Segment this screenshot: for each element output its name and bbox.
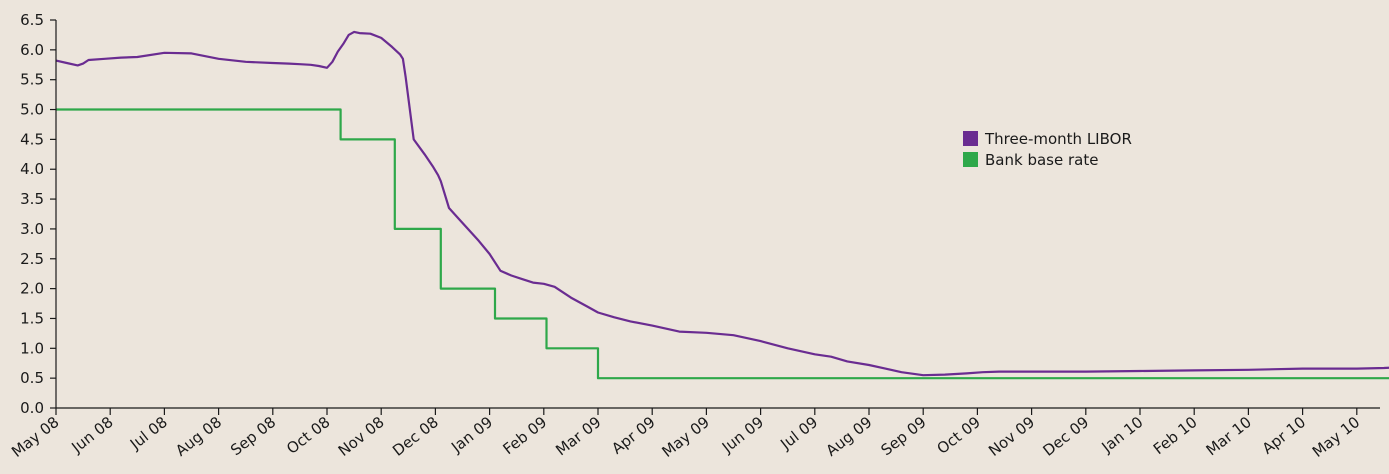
- y-tick-label: 5.5: [20, 71, 44, 89]
- y-tick-label: 6.5: [20, 11, 44, 29]
- x-tick-label: May 10: [1309, 413, 1363, 461]
- y-axis-ticks: 0.0 0.5 1.0 1.5 2.0 2.5 3.0 3.5 4.0 4.5 5.0 5.5 6.0 6…: [20, 11, 56, 417]
- x-tick-label: Jun 09: [718, 413, 767, 457]
- x-tick-label: Nov 08: [335, 413, 388, 460]
- series-lines: [55, 30, 1389, 380]
- libor-line: [55, 30, 1389, 377]
- y-tick-label: 1.0: [20, 339, 44, 357]
- x-tick-label: Oct 09: [934, 413, 984, 458]
- y-tick-label: 2.0: [20, 280, 44, 298]
- x-tick-label: Feb 10: [1150, 413, 1201, 458]
- y-tick-label: 3.5: [20, 190, 44, 208]
- x-tick-label: Jul 08: [126, 413, 171, 454]
- x-tick-label: Dec 09: [1040, 413, 1093, 460]
- legend-label-base-rate: Bank base rate: [985, 151, 1098, 169]
- x-tick-label: Dec 08: [389, 413, 442, 460]
- x-tick-label: Aug 08: [172, 413, 225, 460]
- x-tick-label: Jan 10: [1098, 413, 1147, 457]
- axes: [55, 20, 1380, 409]
- x-tick-label: Apr 09: [608, 413, 658, 458]
- x-tick-label: Apr 10: [1259, 413, 1309, 458]
- x-tick-label: Oct 08: [283, 413, 333, 458]
- x-tick-label: Mar 10: [1203, 413, 1255, 459]
- x-tick-label: Mar 09: [552, 413, 604, 459]
- y-tick-label: 1.5: [20, 309, 44, 327]
- x-tick-label: Jul 09: [776, 413, 821, 454]
- y-tick-label: 3.0: [20, 220, 44, 238]
- y-tick-label: 4.0: [20, 160, 44, 178]
- y-tick-label: 0.0: [20, 399, 44, 417]
- base-rate-line: [56, 108, 1389, 380]
- x-axis-ticks: May 08 Jun 08 Jul 08 Aug 08 Sep 08 Oct 08 Nov …: [8, 408, 1363, 461]
- legend-swatch-base-rate: [963, 152, 978, 167]
- x-tick-label: Aug 09: [822, 413, 875, 460]
- x-tick-label: May 08: [8, 413, 62, 461]
- x-tick-label: Feb 09: [499, 413, 550, 458]
- y-tick-label: 4.5: [20, 130, 44, 148]
- legend: Three-month LIBOR Bank base rate: [963, 130, 1132, 169]
- x-tick-label: Jun 08: [68, 413, 117, 457]
- y-tick-label: 5.0: [20, 101, 44, 119]
- x-tick-label: Nov 09: [985, 413, 1038, 460]
- x-tick-label: Sep 09: [877, 413, 929, 459]
- legend-swatch-libor: [963, 131, 978, 146]
- x-tick-label: Jan 09: [447, 413, 496, 457]
- y-tick-label: 0.5: [20, 369, 44, 387]
- y-tick-label: 6.0: [20, 41, 44, 59]
- x-tick-label: May 09: [659, 413, 713, 461]
- y-tick-label: 2.5: [20, 250, 44, 268]
- x-tick-label: Sep 08: [227, 413, 279, 459]
- legend-label-libor: Three-month LIBOR: [984, 130, 1132, 148]
